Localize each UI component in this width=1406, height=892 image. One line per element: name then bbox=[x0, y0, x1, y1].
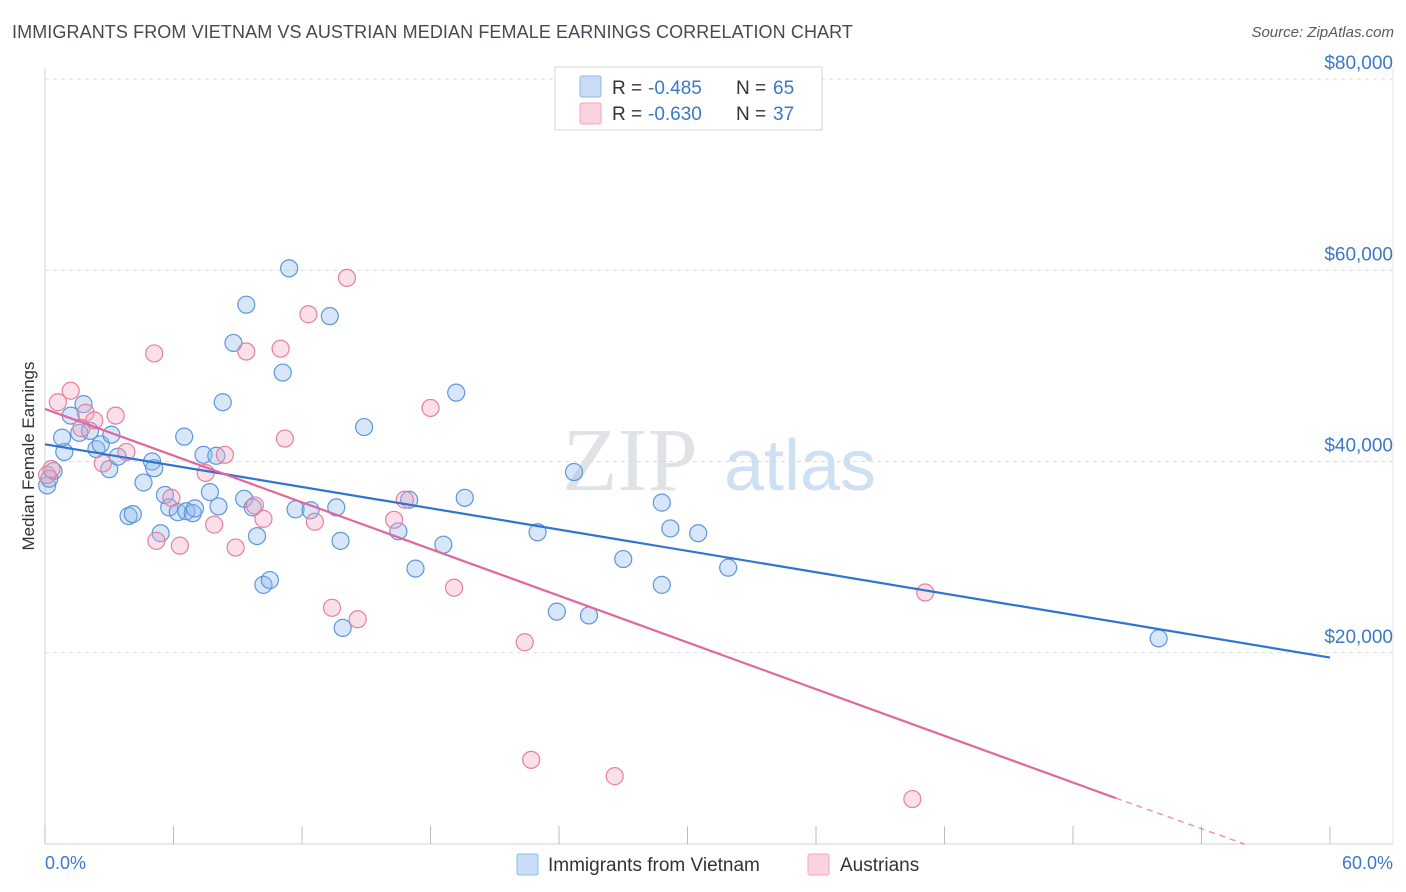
point-vietnam bbox=[564, 462, 584, 482]
legend-n-value-austrians: 37 bbox=[773, 104, 794, 125]
x-tick-label-max: 60.0% bbox=[1342, 853, 1393, 873]
trend-lines bbox=[44, 407, 1331, 845]
point-austrians bbox=[162, 488, 181, 507]
point-vietnam bbox=[237, 295, 256, 314]
y-tick-label: $20,000 bbox=[1324, 627, 1393, 648]
point-austrians bbox=[337, 268, 357, 287]
point-vietnam bbox=[455, 488, 474, 507]
point-austrians bbox=[254, 509, 273, 528]
point-austrians bbox=[106, 406, 125, 425]
y-tick-labels: $20,000 $40,000 $60,000 $80,000 bbox=[1324, 53, 1393, 648]
legend-r-value-austrians: -0.630 bbox=[648, 104, 702, 125]
point-austrians bbox=[522, 750, 541, 769]
point-austrians bbox=[384, 510, 404, 529]
point-vietnam bbox=[260, 570, 279, 590]
point-austrians bbox=[245, 496, 264, 515]
point-vietnam bbox=[614, 549, 633, 569]
legend-r-value-vietnam: -0.485 bbox=[648, 78, 702, 99]
bottom-legend-swatch-austrians bbox=[807, 853, 830, 876]
legend-swatch-austrians bbox=[579, 102, 602, 125]
legend-n-value-vietnam: 65 bbox=[773, 78, 794, 99]
point-vietnam bbox=[53, 428, 72, 447]
y-tick-label: $40,000 bbox=[1324, 436, 1393, 457]
point-vietnam bbox=[333, 618, 352, 637]
point-vietnam bbox=[224, 333, 243, 353]
point-vietnam bbox=[661, 519, 680, 538]
watermark-zip: ZIP bbox=[563, 411, 698, 510]
correlation-legend: R = -0.485 N = 65 R = -0.630 N = 37 bbox=[554, 66, 823, 131]
point-austrians bbox=[93, 454, 112, 473]
point-austrians bbox=[903, 789, 922, 809]
point-austrians bbox=[205, 515, 224, 534]
legend-swatch-vietnam bbox=[579, 75, 602, 98]
series-legend: Immigrants from Vietnam Austrians bbox=[516, 853, 919, 876]
x-ticks bbox=[44, 826, 1331, 844]
point-austrians bbox=[515, 633, 534, 652]
point-vietnam bbox=[213, 393, 232, 412]
point-vietnam bbox=[1149, 629, 1168, 648]
point-austrians bbox=[147, 531, 166, 550]
data-points bbox=[38, 259, 1168, 809]
point-vietnam bbox=[280, 259, 299, 278]
point-vietnam bbox=[652, 493, 671, 512]
chart-title: IMMIGRANTS FROM VIETNAM VS AUSTRIAN MEDI… bbox=[12, 22, 854, 42]
point-austrians bbox=[444, 578, 464, 597]
point-vietnam bbox=[331, 531, 350, 550]
y-axis-label: Median Female Earnings bbox=[19, 362, 38, 551]
point-austrians bbox=[916, 583, 935, 602]
point-vietnam bbox=[689, 524, 708, 543]
point-vietnam bbox=[185, 499, 205, 518]
source-label: Source: ZipAtlas.com bbox=[1251, 24, 1394, 41]
point-vietnam bbox=[320, 307, 339, 326]
point-vietnam bbox=[209, 497, 228, 516]
point-vietnam bbox=[652, 575, 671, 594]
point-vietnam bbox=[194, 445, 213, 464]
point-austrians bbox=[421, 398, 440, 418]
legend-r-label-austrians: R = bbox=[612, 104, 642, 125]
bottom-legend-swatch-vietnam bbox=[516, 853, 539, 876]
y-tick-label: $60,000 bbox=[1324, 244, 1393, 265]
point-austrians bbox=[299, 305, 318, 324]
point-austrians bbox=[170, 536, 190, 555]
point-vietnam bbox=[719, 558, 738, 577]
point-austrians bbox=[215, 445, 234, 464]
watermark-atlas: atlas bbox=[724, 426, 876, 506]
point-vietnam bbox=[528, 523, 547, 542]
trend-line-austrians bbox=[44, 407, 1117, 800]
point-austrians bbox=[305, 512, 324, 531]
point-vietnam bbox=[547, 602, 566, 621]
point-austrians bbox=[322, 598, 342, 617]
point-vietnam bbox=[406, 559, 425, 578]
point-austrians bbox=[42, 460, 61, 479]
point-vietnam bbox=[175, 427, 194, 446]
point-austrians bbox=[275, 429, 294, 448]
point-austrians bbox=[348, 610, 367, 629]
point-vietnam bbox=[134, 473, 153, 492]
legend-r-label-vietnam: R = bbox=[612, 78, 642, 99]
point-austrians bbox=[145, 344, 164, 363]
point-vietnam bbox=[273, 363, 292, 382]
point-vietnam bbox=[355, 417, 374, 437]
point-austrians bbox=[271, 339, 290, 358]
bottom-legend-label-vietnam: Immigrants from Vietnam bbox=[548, 855, 760, 876]
point-austrians bbox=[237, 342, 256, 361]
legend-n-label-vietnam: N = bbox=[736, 78, 766, 99]
y-tick-label: $80,000 bbox=[1324, 53, 1393, 74]
point-vietnam bbox=[247, 526, 267, 546]
point-austrians bbox=[605, 767, 624, 786]
trend-line-vietnam bbox=[44, 443, 1331, 659]
point-austrians bbox=[226, 538, 245, 557]
bottom-legend-label-austrians: Austrians bbox=[840, 855, 919, 876]
point-austrians bbox=[48, 393, 67, 412]
trend-line-austrians-extension bbox=[1115, 797, 1245, 845]
gridlines bbox=[45, 78, 1393, 654]
legend-n-label-austrians: N = bbox=[736, 104, 766, 125]
point-vietnam bbox=[447, 383, 466, 402]
x-tick-label-min: 0.0% bbox=[45, 853, 86, 873]
point-austrians bbox=[61, 381, 80, 400]
point-vietnam bbox=[123, 504, 142, 524]
point-vietnam bbox=[200, 483, 220, 502]
